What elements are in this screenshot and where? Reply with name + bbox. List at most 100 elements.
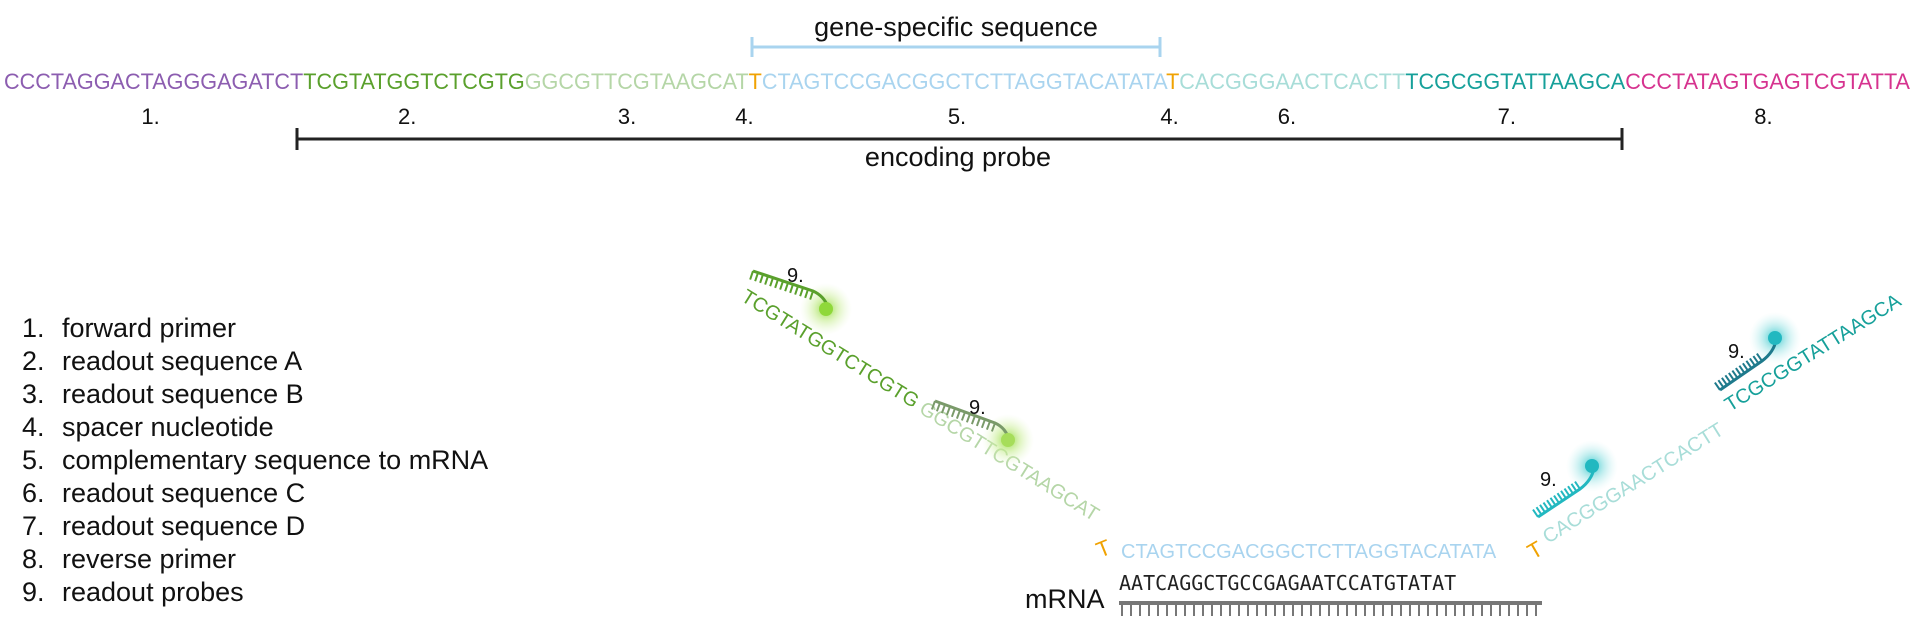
legend-label: readout sequence C — [62, 478, 306, 508]
probe-base-tick — [794, 285, 799, 295]
segment-number: 8. — [1754, 104, 1772, 129]
sequence-segment-1: CCCTAGGACTAGGGAGATCT — [4, 69, 303, 94]
readout-probe-number: 9. — [1728, 341, 1745, 363]
probe-base-tick — [985, 420, 991, 430]
probe-base-tick — [1553, 494, 1560, 504]
probe-base-tick — [990, 422, 996, 432]
legend-label: forward primer — [62, 313, 237, 343]
gene-specific-label: gene-specific sequence — [814, 12, 1098, 42]
readout-sequence-c-arm: CACGGGAACTCACTT — [1539, 419, 1728, 548]
probe-ticks — [1532, 480, 1581, 518]
legend-label: readout sequence B — [62, 379, 304, 409]
readout-probe-number: 9. — [969, 397, 986, 419]
encoding-probe-label: encoding probe — [865, 142, 1051, 172]
probe-base-tick — [975, 417, 981, 427]
probe-base-tick — [955, 409, 961, 419]
probe-base-tick — [779, 280, 784, 290]
probe-base-tick — [754, 272, 759, 282]
readout-probe-number: 9. — [787, 265, 804, 287]
probe-base-tick — [1549, 497, 1557, 506]
segment-number: 6. — [1278, 104, 1296, 129]
gene-specific-bracket: gene-specific sequence — [750, 12, 1162, 57]
legend-item: 3. readout sequence B — [22, 378, 488, 411]
probe-base-tick — [774, 279, 779, 289]
sequence-segment-4: T — [749, 69, 762, 94]
probe-base-tick — [930, 400, 936, 410]
sequence-segment-2: TCGTATGGTCTCGTG — [303, 69, 524, 94]
probe-base-tick — [1717, 379, 1725, 389]
probe-base-tick — [1738, 365, 1746, 374]
legend-number: 6. — [22, 478, 45, 508]
spacer-nucleotide-left: T — [1093, 534, 1115, 562]
probe-base-tick — [749, 270, 754, 280]
sequence-segment-7: CACGGGAACTCACTT — [1179, 69, 1405, 94]
legend-label: readout probes — [62, 577, 244, 607]
spacer-nucleotide-right: T — [1523, 536, 1547, 564]
sequence-row: CCCTAGGACTAGGGAGATCTTCGTATGGTCTCGTGGGCGT… — [4, 69, 1910, 94]
probe-base-tick — [965, 413, 971, 423]
legend-number: 1. — [22, 313, 45, 343]
probe-base-tick — [764, 275, 769, 285]
probe-base-tick — [1539, 504, 1546, 513]
readout-probe-number: 9. — [1540, 469, 1557, 491]
probe-base-tick — [1546, 499, 1553, 509]
fluorophore-core — [1585, 459, 1599, 473]
legend-label: reverse primer — [62, 544, 237, 574]
legend-number: 4. — [22, 412, 45, 442]
segment-number: 4. — [735, 104, 753, 129]
encoding-probe-bracket: encoding probe — [295, 128, 1624, 172]
legend-item: 8. reverse primer — [22, 543, 488, 576]
legend-item: 4. spacer nucleotide — [22, 411, 488, 444]
probe-base-tick — [799, 287, 804, 297]
probe-base-tick — [1535, 506, 1543, 516]
probe-base-tick — [784, 282, 789, 292]
segment-number: 7. — [1498, 104, 1516, 129]
probe-base-tick — [1721, 377, 1728, 386]
legend-number: 7. — [22, 511, 45, 541]
readout-probe-d: 9. — [1714, 312, 1801, 392]
probe-base-tick — [950, 407, 956, 418]
legend-number: 3. — [22, 379, 45, 409]
probe-base-tick — [809, 290, 814, 300]
probe-base-tick — [1542, 501, 1550, 511]
probe-base-tick — [1728, 372, 1735, 381]
readout-probe-a: 9. — [749, 265, 852, 335]
probe-base-tick — [970, 415, 976, 425]
probe-base-tick — [1574, 480, 1581, 490]
fluorophore-core — [1768, 331, 1782, 345]
segment-number: 2. — [398, 104, 416, 129]
sequence-segment-3: GGCGTTCGTAAGCAT — [525, 69, 749, 94]
mrna-label: mRNA — [1025, 584, 1105, 614]
legend-item: 2. readout sequence A — [22, 345, 488, 378]
probe-base-tick — [940, 404, 946, 414]
legend-item: 6. readout sequence C — [22, 477, 488, 510]
probe-base-tick — [1532, 508, 1539, 518]
probe-base-tick — [945, 406, 951, 416]
mrna-sequence: AATCAGGCTGCCGAGAATCCATGTATAT — [1119, 571, 1456, 595]
probe-base-tick — [789, 284, 794, 294]
legend-label: readout sequence D — [62, 511, 306, 541]
probe-base-tick — [1742, 362, 1749, 372]
readout-probe-c: 9. — [1532, 440, 1618, 519]
sequence-segment-8: TCGCGGTATTAAGCA — [1405, 69, 1625, 94]
legend-item: 1. forward primer — [22, 312, 488, 345]
probe-base-tick — [1570, 483, 1578, 492]
legend-item: 5. complementary sequence to mRNA — [22, 444, 488, 477]
legend-label: complementary sequence to mRNA — [62, 445, 489, 475]
probe-base-tick — [804, 289, 809, 299]
segment-number: 5. — [948, 104, 966, 129]
legend-label: spacer nucleotide — [62, 412, 274, 442]
hybridization-schematic: AATCAGGCTGCCGAGAATCCATGTATAT mRNA CTAGTC… — [737, 265, 1906, 616]
probe-base-tick — [960, 411, 966, 421]
sequence-segment-9: CCCTATAGTGAGTCGTATTA — [1625, 69, 1910, 94]
probe-base-tick — [1745, 360, 1753, 369]
probe-base-tick — [1749, 357, 1756, 367]
segment-numbers: 1. 2. 3. 4. 5. 4. 6. 7. 8. — [141, 104, 1772, 129]
segment-number: 4. — [1160, 104, 1178, 129]
fluorophore-core — [1001, 433, 1015, 447]
segment-number: 3. — [618, 104, 636, 129]
legend-label: readout sequence A — [62, 346, 303, 376]
bound-complementary-sequence: CTAGTCCGACGGCTCTTAGGTACATATA — [1121, 541, 1497, 563]
encoding-probe-sequence: CCCTAGGACTAGGGAGATCTTCGTATGGTCTCGTGGGCGT… — [4, 69, 1910, 94]
